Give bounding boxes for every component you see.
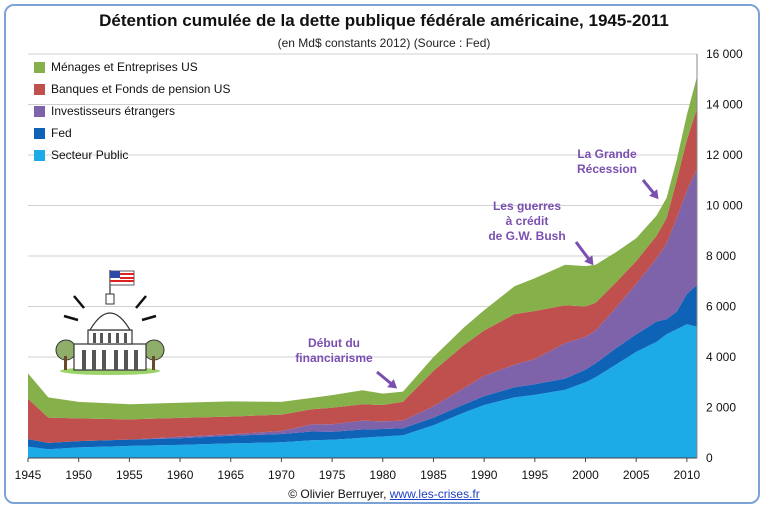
y-tick-label: 2 000 [706,401,736,415]
chart-subtitle: (en Md$ constants 2012) (Source : Fed) [277,36,491,50]
x-tick-label: 1995 [521,468,548,482]
credit-line: © Olivier Berruyer, www.les-crises.fr [0,487,768,501]
legend-swatch [34,83,45,95]
legend-item: Secteur Public [34,144,230,166]
legend-label: Ménages et Entreprises US [51,60,198,74]
legend-swatch [34,105,45,117]
x-tick-label: 1970 [268,468,295,482]
legend-item: Fed [34,122,230,144]
x-tick-label: 1955 [116,468,143,482]
x-tick-label: 2010 [674,468,701,482]
annotation-label: Début du financiarisme [295,336,373,365]
x-tick-label: 1950 [65,468,92,482]
x-tick-label: 1980 [369,468,396,482]
legend-swatch [34,61,45,73]
credit-author: © Olivier Berruyer, [288,487,390,501]
legend-item: Investisseurs étrangers [34,100,230,122]
x-tick-label: 1965 [217,468,244,482]
x-tick-label: 1975 [319,468,346,482]
area-secteur-public [28,324,697,458]
x-tick-label: 1960 [167,468,194,482]
legend-swatch [34,149,45,161]
legend-label: Investisseurs étrangers [51,104,176,118]
area-series [28,76,697,458]
annotation-arrowhead [584,255,594,266]
y-tick-label: 16 000 [706,47,743,61]
annotation-label: La Grande Récession [577,147,637,176]
legend-label: Fed [51,126,72,140]
x-tick-label: 1985 [420,468,447,482]
y-tick-label: 10 000 [706,199,743,213]
x-tick-label: 2000 [572,468,599,482]
x-tick-label: 2005 [623,468,650,482]
y-tick-label: 8 000 [706,249,736,263]
credit-link[interactable]: www.les-crises.fr [389,487,480,501]
axes: 0 2 000 4 000 6 000 8 000 10 000 12 000 14 000 1… [15,47,743,482]
annotations: Début du financiarisme Les guerres à crédit… [295,147,659,389]
y-tick-label: 0 [706,451,713,465]
legend-label: Banques et Fonds de pension US [51,82,231,96]
capitol-illustration [55,270,165,375]
y-tick-label: 12 000 [706,148,743,162]
legend-label: Secteur Public [51,148,129,162]
annotation-arrowhead [387,379,398,389]
legend-item: Ménages et Entreprises US [34,56,230,78]
annotation-arrowhead [649,189,659,200]
x-tick-label: 1945 [15,468,42,482]
area-banques-et-fonds-de-pension-us [28,108,697,443]
area-investisseurs-trangers [28,168,697,443]
chart-title: Détention cumulée de la dette publique f… [99,11,669,30]
legend-swatch [34,127,45,139]
y-tick-label: 4 000 [706,350,736,364]
x-tick-label: 1990 [471,468,498,482]
annotation-label: Les guerres à crédit de G.W. Bush [488,199,565,243]
y-tick-label: 14 000 [706,98,743,112]
legend-item: Banques et Fonds de pension US [34,78,230,100]
y-tick-label: 6 000 [706,300,736,314]
legend: Ménages et Entreprises US Banques et Fon… [34,56,230,166]
